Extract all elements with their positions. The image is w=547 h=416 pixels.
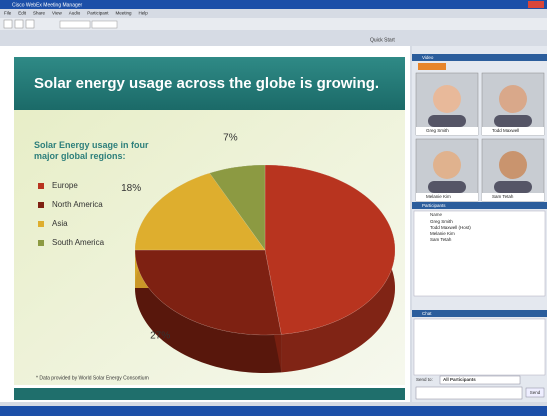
participant-name[interactable]: Sam Tetah: [430, 237, 452, 242]
menu-item[interactable]: Meeting: [116, 11, 133, 16]
menu-item[interactable]: File: [4, 11, 12, 16]
app-window: Cisco WebEx Meeting Manager File Edit Shar…: [0, 0, 547, 416]
shoulders: [428, 115, 466, 127]
slide-title: Solar energy usage across the globe is g…: [34, 75, 379, 92]
tab[interactable]: [92, 21, 117, 28]
tool-button[interactable]: [26, 20, 34, 28]
close-button[interactable]: [528, 1, 544, 8]
participant-name[interactable]: Greg Smith: [430, 219, 453, 224]
legend-label: Asia: [52, 219, 68, 228]
column-header: Name: [430, 212, 443, 217]
shoulders: [494, 115, 532, 127]
participant-name[interactable]: Todd Maxwell (Host): [430, 225, 471, 230]
window-title: Cisco WebEx Meeting Manager: [12, 2, 83, 8]
slide-footer: [14, 388, 405, 400]
send-to-label: Send to:: [416, 377, 433, 382]
chat-header: [412, 310, 547, 317]
legend-swatch: [38, 221, 44, 227]
quick-start[interactable]: Quick Start: [370, 37, 395, 43]
chat-log: [414, 319, 545, 375]
menu-item[interactable]: View: [52, 11, 62, 16]
menu-bar: File Edit Share View Audio Participant Meeting…: [4, 11, 148, 16]
video-name: Todd Maxwell: [492, 128, 519, 133]
chart-title-box: Solar Energy usage in four major global …: [34, 140, 164, 180]
panel-heading: Video: [422, 55, 434, 60]
menu-item[interactable]: Participant: [87, 11, 109, 16]
legend-swatch: [38, 183, 44, 189]
face: [499, 151, 527, 179]
value-label: 18%: [121, 183, 141, 194]
menu-item[interactable]: Help: [139, 11, 149, 16]
send-label: Send: [530, 390, 541, 395]
chart-title: Solar Energy usage in four major global …: [34, 140, 164, 162]
recipient: All Participants: [443, 377, 476, 382]
face: [433, 85, 461, 113]
panel-heading: Chat: [422, 311, 432, 316]
shoulders: [428, 181, 466, 193]
menu-item[interactable]: Share: [33, 11, 46, 16]
panel-heading: Participants: [422, 203, 446, 208]
video-button[interactable]: [418, 63, 446, 70]
status-bar: [0, 406, 547, 416]
shoulders: [494, 181, 532, 193]
tab[interactable]: [60, 21, 90, 28]
face: [499, 85, 527, 113]
legend-label: Europe: [52, 181, 78, 190]
video-name: Greg Smith: [426, 128, 449, 133]
legend-swatch: [38, 240, 44, 246]
value-label: 27%: [150, 331, 170, 342]
legend-swatch: [38, 202, 44, 208]
menu-item[interactable]: Edit: [18, 11, 27, 16]
legend-label: South America: [52, 238, 105, 247]
tool-button[interactable]: [15, 20, 23, 28]
participant-name[interactable]: Melanie Kim: [430, 231, 455, 236]
legend-label: North America: [52, 200, 103, 209]
tool-button[interactable]: [4, 20, 12, 28]
video-name: Melanie Kim: [426, 194, 451, 199]
footnote: * Data provided by World Solar Energy Co…: [36, 375, 149, 381]
face: [433, 151, 461, 179]
menu-item[interactable]: Audio: [69, 11, 81, 16]
video-name: Sam Tetah: [492, 194, 514, 199]
chat-input[interactable]: [416, 387, 522, 399]
value-label: 7%: [223, 133, 238, 144]
